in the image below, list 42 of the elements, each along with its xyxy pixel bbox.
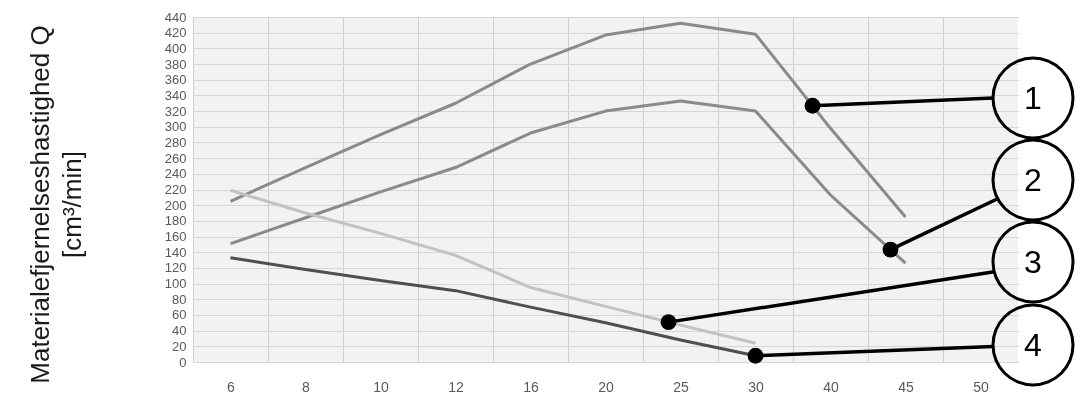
x-tick-label: 45 xyxy=(898,378,914,395)
y-tick-label: 380 xyxy=(164,56,187,72)
x-tick-label: 20 xyxy=(598,378,614,395)
y-tick-label: 200 xyxy=(164,197,187,213)
x-tick-label: 12 xyxy=(448,378,464,395)
x-tick-label: 50 xyxy=(973,378,989,395)
x-tick-label: 8 xyxy=(302,378,311,395)
y-tick-label: 20 xyxy=(172,338,187,354)
y-tick-label: 0 xyxy=(179,354,187,370)
y-tick-label: 40 xyxy=(172,323,187,339)
y-tick-label: 340 xyxy=(164,87,187,103)
text: 4 xyxy=(1024,327,1042,363)
y-tick-label: 180 xyxy=(164,213,187,229)
y-tick-label: 100 xyxy=(164,276,187,292)
y-tick-label: 140 xyxy=(164,244,187,260)
y-tick-label: 440 xyxy=(164,9,187,25)
y-tick-label: 160 xyxy=(164,229,187,245)
y-tick-label: 120 xyxy=(164,260,187,276)
text: 3 xyxy=(1024,244,1042,280)
x-tick-label: 40 xyxy=(823,378,839,395)
y-tick-label: 300 xyxy=(164,119,187,135)
x-tick-label: 16 xyxy=(523,378,539,395)
x-tick-label: 30 xyxy=(748,378,764,395)
x-tick-label: 10 xyxy=(373,378,389,395)
y-tick-label: 280 xyxy=(164,134,187,150)
line-series xyxy=(229,99,907,265)
y-tick-label: 260 xyxy=(164,150,187,166)
y-tick-label: 80 xyxy=(172,291,187,307)
y-tick-label: 400 xyxy=(164,40,187,56)
y-axis-title: Materialefjernelseshastighed Q [cm³/min] xyxy=(24,25,87,384)
text: 1 xyxy=(1024,80,1042,116)
y-tick-label: 60 xyxy=(172,307,187,323)
y-tick-label: 240 xyxy=(164,166,187,182)
y-tick-label: 360 xyxy=(164,72,187,88)
y-tick-label: 320 xyxy=(164,103,187,119)
line-series xyxy=(229,21,907,219)
text: 2 xyxy=(1024,162,1042,198)
x-tick-label: 25 xyxy=(673,378,689,395)
y-tick-label: 420 xyxy=(164,25,187,41)
y-tick-label: 220 xyxy=(164,182,187,197)
line-series xyxy=(229,188,757,345)
x-tick-label: 6 xyxy=(227,378,236,395)
